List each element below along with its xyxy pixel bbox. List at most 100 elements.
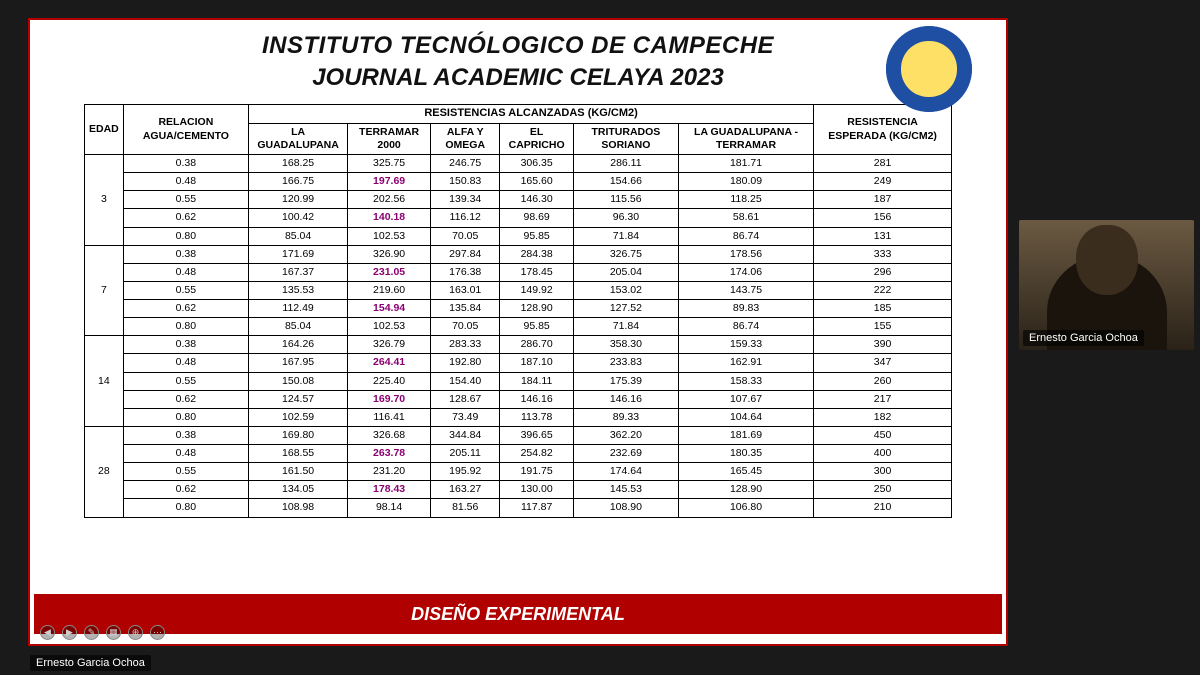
cell-value: 100.42 (249, 209, 348, 227)
cell-value: 89.83 (678, 300, 813, 318)
table-row: 280.38169.80326.68344.84396.65362.20181.… (85, 426, 952, 444)
cell-relacion: 0.80 (123, 318, 248, 336)
cell-value: 325.75 (348, 155, 431, 173)
cell-value: 135.53 (249, 281, 348, 299)
cell-value: 150.83 (431, 173, 500, 191)
col-0: LA GUADALUPANA (249, 123, 348, 154)
cell-esperada: 281 (814, 155, 952, 173)
cell-value: 326.68 (348, 426, 431, 444)
slide-title-1: INSTITUTO TECNÓLOGICO DE CAMPECHE (34, 32, 1002, 60)
cell-value: 58.61 (678, 209, 813, 227)
cell-value: 174.06 (678, 263, 813, 281)
cell-relacion: 0.55 (123, 463, 248, 481)
cell-value: 70.05 (431, 227, 500, 245)
cell-value: 108.90 (573, 499, 678, 517)
cell-value: 154.66 (573, 173, 678, 191)
control-icon-4[interactable]: ⊕ (128, 625, 143, 640)
cell-value: 197.69 (348, 173, 431, 191)
table-row: 30.38168.25325.75246.75306.35286.11181.7… (85, 155, 952, 173)
cell-value: 107.67 (678, 390, 813, 408)
cell-esperada: 131 (814, 227, 952, 245)
cell-relacion: 0.62 (123, 300, 248, 318)
table-row: 0.48167.37231.05176.38178.45205.04174.06… (85, 263, 952, 281)
cell-value: 306.35 (500, 155, 573, 173)
cell-value: 162.91 (678, 354, 813, 372)
cell-value: 231.05 (348, 263, 431, 281)
cell-value: 112.49 (249, 300, 348, 318)
col-group-resistencias: RESISTENCIAS ALCANZADAS (KG/CM2) (249, 105, 814, 124)
col-relacion: RELACION AGUA/CEMENTO (123, 105, 248, 155)
cell-value: 115.56 (573, 191, 678, 209)
cell-esperada: 300 (814, 463, 952, 481)
cell-value: 225.40 (348, 372, 431, 390)
cell-value: 102.53 (348, 227, 431, 245)
cell-value: 181.69 (678, 426, 813, 444)
cell-value: 166.75 (249, 173, 348, 191)
cell-value: 254.82 (500, 445, 573, 463)
control-icon-0[interactable]: ◀ (40, 625, 55, 640)
cell-value: 168.25 (249, 155, 348, 173)
cell-relacion: 0.48 (123, 173, 248, 191)
cell-relacion: 0.48 (123, 354, 248, 372)
cell-value: 174.64 (573, 463, 678, 481)
cell-value: 73.49 (431, 408, 500, 426)
cell-relacion: 0.38 (123, 245, 248, 263)
cell-value: 178.45 (500, 263, 573, 281)
cell-value: 264.41 (348, 354, 431, 372)
cell-value: 175.39 (573, 372, 678, 390)
cell-value: 128.90 (500, 300, 573, 318)
slide-footer-bar: DISEÑO EXPERIMENTAL (34, 594, 1002, 634)
table-row: 0.48166.75197.69150.83165.60154.66180.09… (85, 173, 952, 191)
cell-value: 184.11 (500, 372, 573, 390)
cell-value: 396.65 (500, 426, 573, 444)
cell-value: 118.25 (678, 191, 813, 209)
slide-controls[interactable]: ◀ ▶ ✎ ▦ ⊕ ⋯ (40, 625, 165, 640)
cell-value: 116.12 (431, 209, 500, 227)
cell-value: 202.56 (348, 191, 431, 209)
control-icon-2[interactable]: ✎ (84, 625, 99, 640)
cell-value: 178.56 (678, 245, 813, 263)
cell-value: 70.05 (431, 318, 500, 336)
participant-video-tile[interactable]: Ernesto Garcia Ochoa (1019, 220, 1194, 350)
control-icon-5[interactable]: ⋯ (150, 625, 165, 640)
cell-value: 102.53 (348, 318, 431, 336)
cell-value: 81.56 (431, 499, 500, 517)
control-icon-3[interactable]: ▦ (106, 625, 121, 640)
cell-value: 180.35 (678, 445, 813, 463)
cell-relacion: 0.80 (123, 499, 248, 517)
cell-relacion: 0.38 (123, 426, 248, 444)
cell-value: 231.20 (348, 463, 431, 481)
cell-value: 98.14 (348, 499, 431, 517)
table-row: 140.38164.26326.79283.33286.70358.30159.… (85, 336, 952, 354)
cell-relacion: 0.48 (123, 445, 248, 463)
cell-value: 96.30 (573, 209, 678, 227)
table-row: 0.48168.55263.78205.11254.82232.69180.35… (85, 445, 952, 463)
col-2: ALFA Y OMEGA (431, 123, 500, 154)
cell-value: 113.78 (500, 408, 573, 426)
slide-title-2: JOURNAL ACADEMIC CELAYA 2023 (34, 64, 1002, 92)
table-row: 70.38171.69326.90297.84284.38326.75178.5… (85, 245, 952, 263)
cell-relacion: 0.55 (123, 372, 248, 390)
cell-value: 86.74 (678, 318, 813, 336)
slide-footer-text: DISEÑO EXPERIMENTAL (411, 604, 625, 625)
slide-content: INSTITUTO TECNÓLOGICO DE CAMPECHE JOURNA… (34, 24, 1002, 640)
cell-relacion: 0.55 (123, 191, 248, 209)
col-1: TERRAMAR 2000 (348, 123, 431, 154)
control-icon-1[interactable]: ▶ (62, 625, 77, 640)
cell-value: 134.05 (249, 481, 348, 499)
cell-value: 153.02 (573, 281, 678, 299)
cell-value: 124.57 (249, 390, 348, 408)
cell-value: 284.38 (500, 245, 573, 263)
cell-esperada: 450 (814, 426, 952, 444)
cell-value: 205.11 (431, 445, 500, 463)
cell-relacion: 0.80 (123, 408, 248, 426)
cell-relacion: 0.62 (123, 481, 248, 499)
table-row: 0.62100.42140.18116.1298.6996.3058.61156 (85, 209, 952, 227)
cell-relacion: 0.38 (123, 336, 248, 354)
cell-value: 187.10 (500, 354, 573, 372)
cell-value: 192.80 (431, 354, 500, 372)
cell-value: 146.16 (500, 390, 573, 408)
cell-value: 171.69 (249, 245, 348, 263)
col-3: EL CAPRICHO (500, 123, 573, 154)
cell-esperada: 333 (814, 245, 952, 263)
